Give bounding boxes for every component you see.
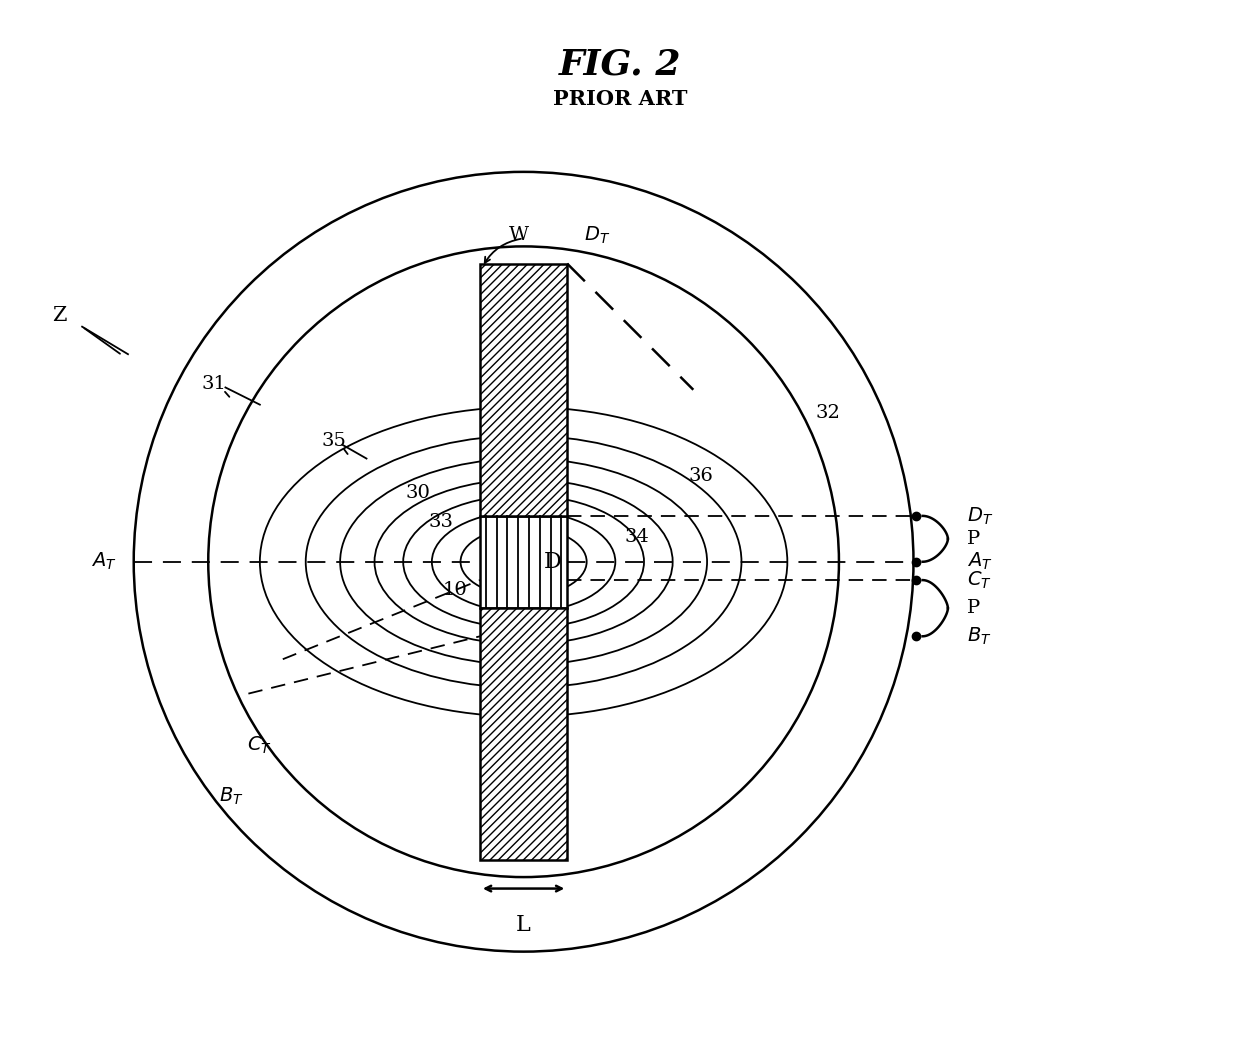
Text: $C_T$: $C_T$ [248, 735, 273, 756]
Text: P: P [967, 530, 981, 548]
Text: PRIOR ART: PRIOR ART [553, 89, 687, 109]
Text: 30: 30 [405, 484, 430, 502]
Text: D: D [544, 551, 562, 572]
Text: 10: 10 [443, 582, 467, 600]
Bar [480, 264, 567, 516]
Text: 36: 36 [689, 467, 714, 485]
Text: L: L [516, 914, 531, 936]
Text: 34: 34 [625, 527, 650, 546]
Text: $B_T$: $B_T$ [967, 626, 992, 647]
Text: FIG. 2: FIG. 2 [559, 47, 681, 81]
Text: W: W [510, 226, 529, 244]
Text: $D_T$: $D_T$ [967, 505, 993, 526]
Text: 31: 31 [202, 375, 227, 393]
Text: 33: 33 [429, 512, 454, 530]
Text: $A_T$: $A_T$ [91, 551, 117, 572]
Bar [480, 608, 567, 860]
Text: $D_T$: $D_T$ [584, 225, 610, 247]
Text: Z: Z [52, 306, 67, 324]
Text: $A_T$: $A_T$ [967, 551, 993, 572]
Text: 35: 35 [322, 433, 347, 450]
Text: 32: 32 [815, 403, 839, 422]
Text: $B_T$: $B_T$ [219, 786, 243, 807]
Text: P: P [967, 600, 981, 617]
Bar [480, 516, 567, 608]
Text: $C_T$: $C_T$ [967, 569, 992, 591]
